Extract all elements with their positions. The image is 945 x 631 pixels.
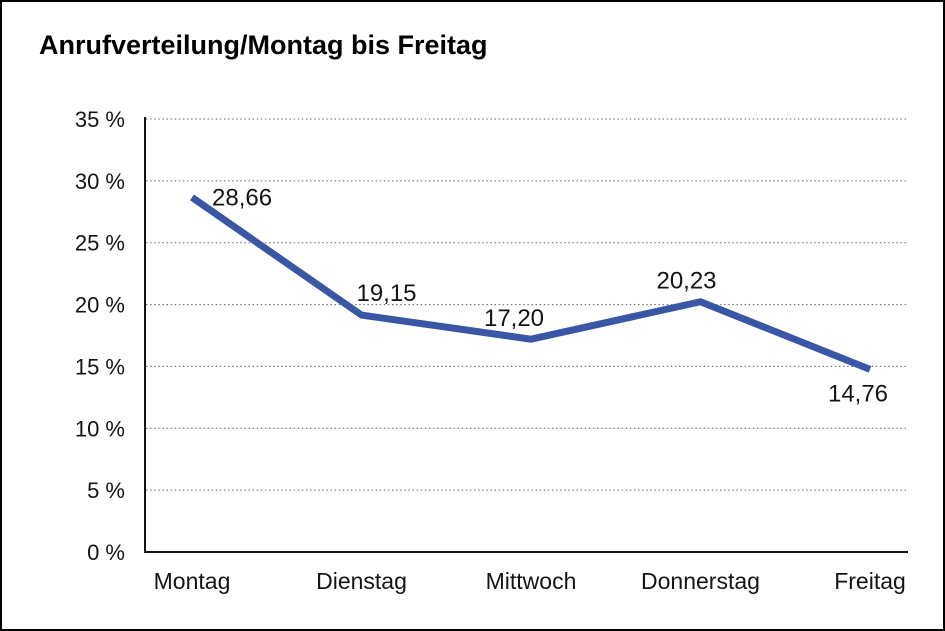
data-label-donnerstag: 20,23 xyxy=(656,268,716,295)
x-axis-label-donnerstag: Donnerstag xyxy=(641,568,760,594)
chart-title: Anrufverteilung/Montag bis Freitag xyxy=(39,30,488,60)
y-tick-label: 5 % xyxy=(87,478,125,503)
y-tick-label: 25 % xyxy=(75,231,125,256)
data-label-mittwoch: 17,20 xyxy=(484,305,544,332)
x-axis-label-mittwoch: Mittwoch xyxy=(486,568,577,594)
x-axis-label-freitag: Freitag xyxy=(834,568,906,594)
data-label-freitag: 14,76 xyxy=(828,380,888,407)
x-axis-label-dienstag: Dienstag xyxy=(316,568,407,594)
data-series-line xyxy=(190,194,872,373)
data-label-montag: 28,66 xyxy=(212,184,272,211)
y-tick-label: 15 % xyxy=(75,354,125,379)
y-tick-label: 0 % xyxy=(87,540,125,565)
y-tick-label: 20 % xyxy=(75,293,125,318)
x-axis-label-montag: Montag xyxy=(154,568,231,594)
y-tick-label: 30 % xyxy=(75,169,125,194)
y-tick-label: 10 % xyxy=(75,416,125,441)
y-tick-label: 35 % xyxy=(75,107,125,132)
data-label-dienstag: 19,15 xyxy=(356,280,416,307)
